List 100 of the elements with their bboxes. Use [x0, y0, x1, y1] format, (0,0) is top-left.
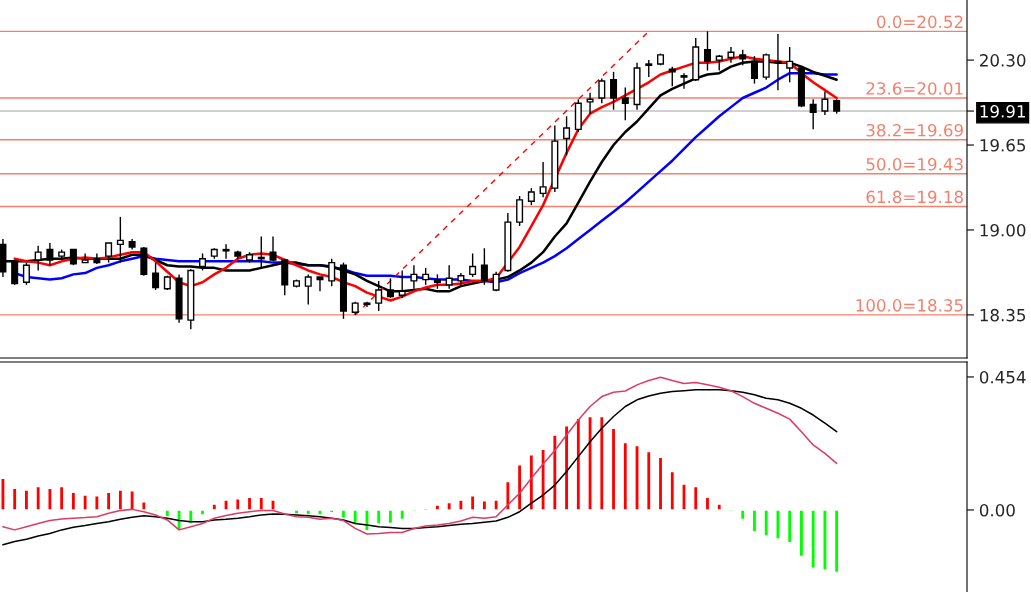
ref-line-label: 23.6=20.01	[866, 82, 963, 95]
y-tick-label: 0.454	[979, 370, 1026, 384]
candlestick	[610, 71, 618, 111]
bar	[493, 499, 499, 511]
candlestick	[22, 261, 30, 286]
candlestick	[539, 161, 547, 198]
bar	[704, 496, 711, 511]
bar	[739, 509, 746, 521]
candlestick	[668, 65, 676, 87]
candlestick	[269, 235, 277, 263]
candlestick	[809, 98, 817, 131]
bar	[763, 509, 770, 537]
bar	[82, 494, 88, 511]
bar	[129, 490, 135, 511]
y-tick-label: 18.35	[980, 308, 1026, 322]
bar	[47, 487, 53, 511]
candlestick	[34, 244, 42, 272]
bar	[305, 509, 312, 516]
ref-line-label: 100.0=18.35	[856, 299, 963, 312]
bar	[188, 509, 194, 525]
candlestick	[328, 258, 336, 287]
bar	[141, 501, 147, 511]
bar	[822, 509, 828, 571]
candlestick	[821, 90, 829, 116]
bar	[340, 509, 347, 519]
ref-line-label: 38.2=19.69	[866, 123, 963, 137]
ref-line-label: 0.0=20.52	[877, 15, 963, 29]
bar	[810, 509, 816, 569]
bar	[270, 499, 276, 511]
bar	[751, 509, 758, 533]
y-tick-label: 0.00	[979, 503, 1015, 517]
bar	[199, 509, 206, 516]
bar	[364, 509, 370, 532]
candlestick	[152, 261, 160, 291]
bar	[399, 509, 405, 521]
candlestick	[469, 252, 477, 278]
y-tick-label: 19.65	[980, 138, 1026, 152]
bar	[328, 509, 335, 514]
candlestick	[445, 264, 453, 290]
bar	[375, 509, 382, 525]
bar	[645, 450, 652, 511]
bar	[833, 509, 840, 574]
candlestick	[11, 259, 19, 286]
candlestick	[563, 115, 571, 157]
bar	[716, 503, 723, 511]
bar	[505, 480, 511, 511]
y-tick-label: 19.91	[980, 105, 1025, 118]
bar	[105, 491, 112, 511]
bar	[798, 509, 805, 558]
candlestick	[598, 77, 606, 104]
candlestick	[586, 92, 594, 115]
bar	[258, 496, 265, 511]
y-tick-label: 19.00	[980, 223, 1026, 237]
bar	[23, 489, 30, 511]
bar	[164, 509, 171, 518]
bar	[94, 495, 100, 511]
ref-line-label: 50.0=19.43	[866, 157, 963, 171]
candlestick	[304, 273, 312, 306]
bar	[540, 448, 546, 511]
candlestick	[621, 86, 629, 121]
bar	[434, 504, 441, 511]
bar	[317, 509, 323, 516]
bar	[446, 501, 452, 511]
bar	[587, 415, 593, 511]
bar	[35, 485, 41, 511]
bar	[598, 415, 605, 511]
bar	[223, 499, 229, 511]
candlestick	[703, 30, 712, 72]
bar	[481, 500, 488, 511]
candlestick	[316, 276, 324, 293]
candlestick	[105, 242, 113, 264]
candlestick	[680, 72, 688, 90]
candlestick	[410, 264, 418, 290]
candlestick	[81, 252, 89, 264]
bar	[352, 509, 359, 526]
bar	[775, 509, 781, 540]
bar	[681, 483, 687, 511]
candlestick	[727, 46, 735, 64]
bar	[669, 470, 676, 511]
bar	[552, 434, 558, 511]
candlestick	[516, 195, 524, 227]
bar	[11, 487, 18, 511]
bar	[0, 477, 6, 511]
bar	[692, 485, 699, 511]
bar	[622, 441, 629, 511]
ref-line-label: 61.8=19.18	[866, 190, 963, 204]
bar	[634, 444, 640, 511]
bar	[234, 498, 241, 511]
y-tick-label: 20.30	[980, 54, 1026, 67]
bar	[458, 499, 464, 511]
candlestick	[480, 247, 488, 286]
candlestick	[116, 216, 124, 264]
bar	[469, 495, 476, 511]
candlestick	[46, 242, 54, 266]
bar	[58, 485, 65, 511]
bar	[211, 503, 218, 511]
bar	[70, 491, 77, 511]
candlestick	[222, 243, 230, 260]
bar	[246, 496, 253, 511]
bar	[387, 509, 394, 525]
